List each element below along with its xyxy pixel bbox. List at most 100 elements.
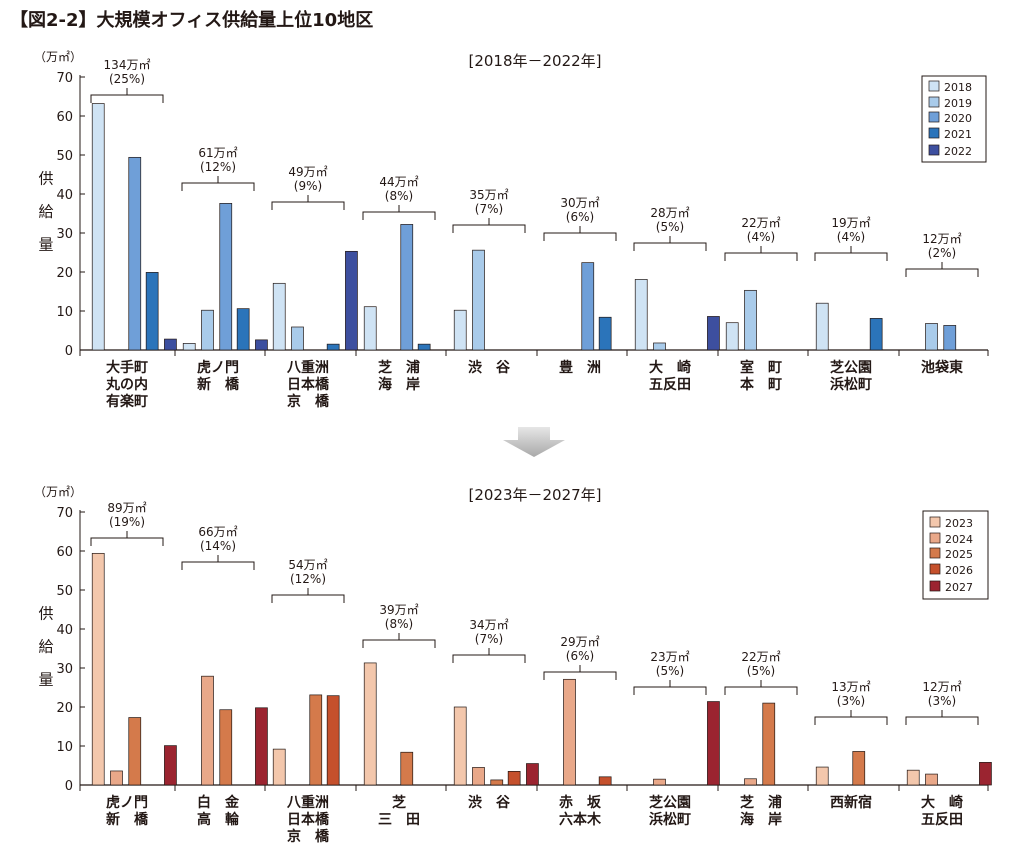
category-label: 三 田 bbox=[378, 812, 420, 828]
bar-2018-3 bbox=[363, 306, 377, 351]
category-label: 八重洲 bbox=[286, 794, 329, 811]
category-label: 高 輪 bbox=[197, 811, 240, 828]
bar-2026-5 bbox=[598, 776, 612, 786]
total-label: 29万㎡ bbox=[560, 635, 599, 649]
bar-2024-0 bbox=[110, 770, 123, 786]
total-bracket bbox=[633, 680, 707, 695]
category-label: 五反田 bbox=[649, 376, 691, 393]
y-tick-label: 0 bbox=[65, 779, 73, 794]
bar-2022-1 bbox=[255, 339, 268, 351]
share-label: (5%) bbox=[656, 664, 684, 678]
category-label: 渋 谷 bbox=[468, 794, 511, 811]
bar-2021-8 bbox=[869, 318, 883, 351]
category-label: 五反田 bbox=[921, 811, 963, 828]
y-axis-label: 供給量 bbox=[38, 170, 53, 254]
category-label: 海 岸 bbox=[378, 376, 420, 393]
legend-label-2019: 2019 bbox=[944, 97, 972, 110]
category-label: 大手町 bbox=[106, 359, 148, 376]
total-bracket bbox=[271, 588, 345, 603]
bar-2024-7 bbox=[744, 778, 757, 786]
share-label: (12%) bbox=[290, 572, 326, 586]
share-label: (4%) bbox=[747, 230, 775, 244]
category-label: 赤 坂 bbox=[559, 794, 602, 811]
bar-2020-9 bbox=[943, 325, 957, 351]
bar-2025-2 bbox=[309, 694, 323, 786]
share-label: (6%) bbox=[566, 210, 594, 224]
category-label: 渋 谷 bbox=[468, 359, 511, 376]
total-bracket bbox=[452, 648, 526, 663]
total-label: 66万㎡ bbox=[198, 525, 237, 539]
y-tick-label: 10 bbox=[56, 305, 73, 320]
y-tick-label: 50 bbox=[56, 584, 73, 599]
share-label: (7%) bbox=[475, 632, 503, 646]
bar-2025-1 bbox=[219, 709, 233, 786]
category-label: 西新宿 bbox=[830, 794, 872, 811]
bar-2018-0 bbox=[91, 103, 105, 351]
figure-title: 【図2-2】大規模オフィス供給量上位10地区 bbox=[10, 10, 374, 31]
category-label: 丸の内 bbox=[105, 376, 148, 393]
category-label: 白 金 bbox=[197, 794, 240, 811]
total-label: 30万㎡ bbox=[560, 196, 599, 210]
share-label: (14%) bbox=[200, 539, 236, 553]
bar-2019-6 bbox=[653, 342, 666, 351]
bar-2023-8 bbox=[815, 766, 829, 786]
share-label: (19%) bbox=[109, 515, 145, 529]
category-label: 虎ノ門 bbox=[197, 359, 239, 376]
bar-2020-1 bbox=[219, 203, 233, 351]
category-label: 有楽町 bbox=[106, 393, 148, 410]
bar-2020-0 bbox=[128, 156, 142, 351]
category-label: 新 橋 bbox=[106, 811, 149, 828]
y-tick-label: 70 bbox=[56, 71, 73, 86]
y-axis-unit: （万㎡） bbox=[34, 50, 82, 64]
legend-label-2026: 2026 bbox=[945, 564, 973, 577]
total-label: 23万㎡ bbox=[650, 650, 689, 664]
y-tick-label: 0 bbox=[65, 344, 73, 359]
bar-2022-2 bbox=[345, 250, 358, 351]
y-tick-label: 20 bbox=[56, 701, 73, 716]
total-label: 22万㎡ bbox=[741, 650, 780, 664]
y-tick-label: 40 bbox=[56, 188, 73, 203]
total-bracket bbox=[181, 176, 255, 191]
bar-2019-2 bbox=[291, 326, 304, 351]
bar-2024-6 bbox=[653, 778, 666, 786]
bar-2023-2 bbox=[272, 748, 286, 786]
category-label: 六本木 bbox=[559, 811, 602, 828]
share-label: (25%) bbox=[109, 72, 145, 86]
total-bracket bbox=[362, 205, 436, 220]
bar-2021-0 bbox=[145, 272, 159, 351]
share-label: (7%) bbox=[475, 202, 503, 216]
bar-2024-5 bbox=[563, 678, 576, 786]
total-label: 12万㎡ bbox=[922, 680, 961, 694]
y-tick-label: 60 bbox=[56, 545, 73, 560]
total-bracket bbox=[905, 710, 979, 725]
bar-2021-2 bbox=[326, 343, 340, 351]
category-label: 本 町 bbox=[740, 376, 782, 393]
total-bracket bbox=[543, 226, 617, 241]
share-label: (3%) bbox=[837, 694, 865, 708]
total-label: 39万㎡ bbox=[379, 603, 418, 617]
bar-2027-9 bbox=[979, 762, 992, 786]
total-bracket bbox=[90, 531, 164, 546]
y-tick-label: 10 bbox=[56, 740, 73, 755]
legend-swatch-2019 bbox=[928, 96, 940, 108]
total-label: 13万㎡ bbox=[831, 680, 870, 694]
category-label: 八重洲 bbox=[286, 359, 329, 376]
bar-2023-3 bbox=[363, 662, 377, 786]
total-bracket bbox=[90, 88, 164, 103]
share-label: (5%) bbox=[747, 664, 775, 678]
category-label: 京 橋 bbox=[287, 393, 330, 410]
total-label: 49万㎡ bbox=[288, 165, 327, 179]
bar-2027-0 bbox=[164, 745, 177, 786]
total-bracket bbox=[271, 195, 345, 210]
bar-2018-8 bbox=[815, 302, 829, 351]
bar-2021-1 bbox=[236, 308, 250, 351]
legend-swatch-2023 bbox=[929, 516, 941, 528]
bar-2027-4 bbox=[526, 763, 539, 786]
total-bracket bbox=[724, 680, 798, 695]
bar-2018-2 bbox=[272, 282, 286, 351]
legend-swatch-2021 bbox=[928, 127, 940, 139]
category-label: 芝 浦 bbox=[378, 359, 420, 376]
bar-2023-9 bbox=[906, 769, 920, 786]
share-label: (8%) bbox=[385, 189, 413, 203]
